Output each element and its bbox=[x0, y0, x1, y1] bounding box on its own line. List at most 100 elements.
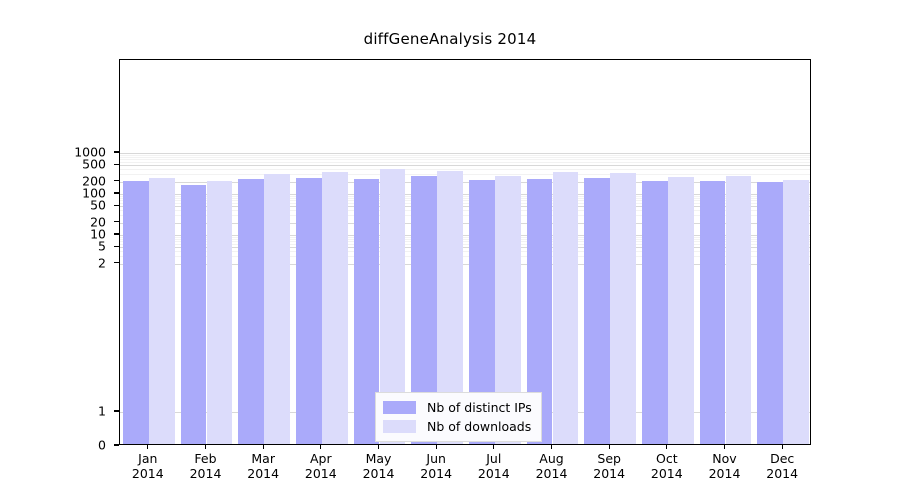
x-axis-tick-label: Nov 2014 bbox=[690, 451, 760, 481]
bar-downloads-sep bbox=[610, 172, 636, 444]
y-axis-tick-mark bbox=[114, 262, 119, 264]
x-axis-tick-label: Sep 2014 bbox=[574, 451, 644, 481]
bar-ips-apr bbox=[296, 177, 322, 444]
gridline-minor bbox=[120, 203, 810, 205]
y-axis-tick-label: 500 bbox=[82, 156, 106, 172]
y-axis-tick-mark bbox=[114, 163, 119, 165]
gridline-major bbox=[120, 153, 810, 154]
gridline-minor bbox=[120, 162, 810, 164]
y-axis-tick-label: 1 bbox=[98, 403, 106, 419]
x-axis-tick-year: 2014 bbox=[131, 466, 164, 481]
x-axis-tick-month: Apr bbox=[309, 451, 332, 466]
x-axis-tick-mark bbox=[666, 445, 668, 449]
y-axis-tick-mark bbox=[114, 180, 119, 182]
x-axis-tick-label: Mar 2014 bbox=[228, 451, 298, 481]
y-axis-tick-mark bbox=[114, 233, 119, 235]
bar-ips-feb bbox=[180, 184, 207, 444]
x-axis-tick-month: Feb bbox=[194, 451, 217, 466]
bar-ips-mar bbox=[238, 179, 264, 444]
y-axis-tick-label: 2 bbox=[98, 255, 106, 271]
y-axis-tick-label: 50 bbox=[90, 197, 106, 213]
gridline-minor bbox=[120, 198, 810, 199]
x-axis-tick-label: Jul 2014 bbox=[459, 451, 529, 481]
bar-downloads-jan bbox=[149, 178, 175, 444]
x-axis-tick-month: Sep bbox=[597, 451, 621, 466]
gridline-minor bbox=[120, 174, 810, 176]
bar-downloads-oct bbox=[668, 177, 694, 444]
x-axis-tick-mark bbox=[781, 445, 783, 449]
gridline-major bbox=[120, 235, 810, 236]
y-axis-tick-mark bbox=[114, 410, 119, 412]
x-axis-tick-month: Jan bbox=[138, 451, 158, 466]
gridline-major bbox=[120, 194, 810, 195]
gridline-minor bbox=[120, 236, 810, 238]
y-axis: 0 1 2 5 10 20 50 100 200 500 1000 bbox=[52, 0, 119, 500]
y-axis-tick-mark bbox=[114, 204, 119, 206]
legend-item-ips: Nb of distinct IPs bbox=[383, 398, 532, 417]
gridline-minor bbox=[120, 210, 810, 212]
x-axis-tick-month: Jun bbox=[426, 451, 446, 466]
bar-ips-jan bbox=[123, 181, 149, 444]
legend-swatch-icon-downloads bbox=[383, 420, 416, 433]
x-axis-tick-label: Jun 2014 bbox=[401, 451, 471, 481]
gridline-major bbox=[120, 247, 810, 249]
x-axis-tick-label: Apr 2014 bbox=[286, 451, 356, 481]
x-axis-tick-label: Jan 2014 bbox=[113, 451, 183, 481]
x-axis-tick-mark bbox=[204, 445, 207, 449]
x-axis-tick-month: Nov bbox=[712, 451, 737, 466]
y-axis-tick-mark bbox=[114, 444, 119, 446]
gridline-major bbox=[120, 165, 810, 167]
page-title: diffGeneAnalysis 2014 bbox=[363, 30, 537, 48]
y-axis-tick-label: 1000 bbox=[74, 144, 106, 160]
x-axis-tick-year: 2014 bbox=[304, 466, 337, 481]
x-axis-tick-mark bbox=[377, 445, 380, 449]
x-axis-tick-mark bbox=[608, 445, 610, 449]
x-axis-tick-year: 2014 bbox=[535, 466, 568, 481]
bar-downloads-nov bbox=[725, 176, 752, 444]
x-axis-tick-label: Feb 2014 bbox=[171, 451, 241, 481]
bar-downloads-mar bbox=[264, 174, 290, 444]
y-axis-tick-label: 20 bbox=[90, 214, 106, 230]
y-axis-tick-label: 100 bbox=[82, 185, 106, 201]
gridline-minor bbox=[120, 251, 810, 253]
x-axis-tick-mark bbox=[550, 445, 553, 449]
x-axis-tick-year: 2014 bbox=[420, 466, 453, 481]
y-axis-tick-label: 5 bbox=[98, 238, 106, 254]
y-axis-tick-label: 10 bbox=[90, 226, 106, 242]
gridline-minor bbox=[120, 157, 810, 158]
gridline-minor bbox=[120, 256, 810, 258]
x-axis-tick-year: 2014 bbox=[650, 466, 683, 481]
gridline-minor bbox=[120, 244, 810, 246]
bar-ips-sep bbox=[584, 178, 610, 444]
bar-ips-oct bbox=[642, 181, 668, 444]
x-axis-tick-year: 2014 bbox=[362, 466, 395, 481]
x-axis-tick-month: Dec bbox=[770, 451, 795, 466]
plot-area bbox=[119, 59, 811, 445]
gridline-minor bbox=[120, 200, 810, 202]
y-axis-tick-mark bbox=[114, 151, 119, 153]
legend-label-ips: Nb of distinct IPs bbox=[427, 400, 532, 415]
x-axis-tick-year: 2014 bbox=[708, 466, 741, 481]
gridline-minor bbox=[120, 241, 810, 243]
x-axis: Jan 2014 Feb 2014 Mar 2014 Apr 2014 May 2014 Jun 20… bbox=[119, 445, 811, 495]
gridline-major bbox=[120, 263, 810, 265]
bars-layer bbox=[120, 60, 810, 444]
y-axis-tick-label: 200 bbox=[82, 173, 106, 189]
gridline-minor bbox=[120, 169, 810, 171]
bar-downloads-apr bbox=[322, 171, 348, 444]
x-axis-tick-year: 2014 bbox=[593, 466, 626, 481]
y-axis-tick-mark bbox=[114, 221, 119, 223]
chart-legend: Nb of distinct IPs Nb of downloads bbox=[375, 392, 542, 442]
gridline-minor bbox=[120, 159, 810, 161]
x-axis-tick-month: May bbox=[365, 451, 392, 466]
gridline-minor bbox=[120, 239, 810, 240]
y-axis-tick-label: 0 bbox=[98, 437, 106, 453]
gridline-minor bbox=[120, 215, 810, 217]
x-axis-tick-label: Oct 2014 bbox=[632, 451, 702, 481]
x-axis-tick-mark bbox=[320, 445, 322, 449]
x-axis-tick-mark bbox=[147, 445, 149, 449]
bar-downloads-dec bbox=[783, 179, 809, 444]
bar-downloads-aug bbox=[552, 172, 579, 444]
legend-item-downloads: Nb of downloads bbox=[383, 417, 532, 436]
